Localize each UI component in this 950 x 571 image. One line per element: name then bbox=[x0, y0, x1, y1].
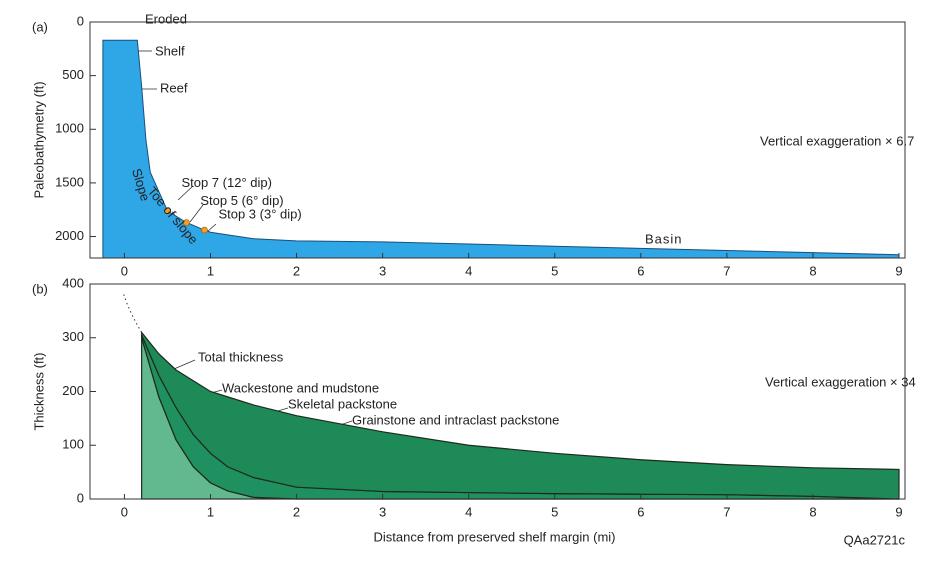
annotation: Shelf bbox=[155, 43, 185, 58]
y-tick-label: 200 bbox=[62, 383, 84, 398]
x-tick-label: 7 bbox=[723, 263, 730, 278]
x-tick-label: 9 bbox=[895, 263, 902, 278]
x-tick-label: 2 bbox=[293, 504, 300, 519]
leader bbox=[206, 223, 217, 233]
x-tick-label: 6 bbox=[637, 263, 644, 278]
x-tick-label: 3 bbox=[379, 263, 386, 278]
x-tick-label: 1 bbox=[207, 263, 214, 278]
y-tick-label: 400 bbox=[62, 275, 84, 290]
stop-marker bbox=[164, 207, 171, 215]
annotation: Total thickness bbox=[198, 349, 284, 364]
annotation: Vertical exaggeration × 6.7 bbox=[760, 133, 914, 148]
x-tick-label: 4 bbox=[465, 504, 472, 519]
stop-label: Stop 3 (3° dip) bbox=[218, 207, 301, 222]
leader bbox=[189, 204, 204, 223]
y-tick-label: 500 bbox=[62, 67, 84, 82]
x-tick-label: 0 bbox=[121, 504, 128, 519]
x-tick-label: 0 bbox=[121, 263, 128, 278]
stop-marker bbox=[183, 219, 190, 226]
x-tick-label: 7 bbox=[723, 504, 730, 519]
stop-label: Stop 5 (6° dip) bbox=[200, 193, 283, 208]
x-tick-label: 8 bbox=[809, 504, 816, 519]
x-axis-label: Distance from preserved shelf margin (mi… bbox=[373, 529, 615, 544]
annotation: QAa2721c bbox=[844, 532, 906, 547]
series-label: Skeletal packstone bbox=[288, 396, 397, 411]
y-tick-label: 300 bbox=[62, 329, 84, 344]
panel-label: (a) bbox=[32, 19, 48, 34]
y-tick-label: 100 bbox=[62, 437, 84, 452]
leader bbox=[177, 185, 194, 201]
panel-label: (b) bbox=[32, 281, 48, 296]
x-tick-label: 8 bbox=[809, 263, 816, 278]
y-tick-label: 1500 bbox=[55, 174, 84, 189]
stop-marker bbox=[201, 226, 208, 234]
y-tick-label: 0 bbox=[77, 13, 84, 28]
y-tick-label: 1000 bbox=[55, 121, 84, 136]
plot-frame bbox=[89, 21, 906, 259]
series-label: Basin bbox=[645, 231, 683, 246]
x-tick-label: 9 bbox=[895, 504, 902, 519]
annotation: Vertical exaggeration × 34 bbox=[765, 374, 916, 389]
stop-label: Stop 7 (12° dip) bbox=[181, 175, 271, 190]
x-tick-label: 5 bbox=[551, 504, 558, 519]
y-axis-label: Thickness (ft) bbox=[31, 352, 46, 430]
x-tick-label: 6 bbox=[637, 504, 644, 519]
y-tick-label: 0 bbox=[77, 490, 84, 505]
y-axis-label: Paleobathymetry (ft) bbox=[31, 81, 46, 198]
x-tick-label: 5 bbox=[551, 263, 558, 278]
series-label: Grainstone and intraclast packstone bbox=[352, 412, 559, 427]
annotation: Reef bbox=[160, 80, 188, 95]
x-tick-label: 2 bbox=[293, 263, 300, 278]
annotation: Eroded bbox=[145, 11, 187, 26]
x-tick-label: 3 bbox=[379, 504, 386, 519]
x-tick-label: 4 bbox=[465, 263, 472, 278]
y-tick-label: 2000 bbox=[55, 228, 84, 243]
x-tick-label: 1 bbox=[207, 504, 214, 519]
area bbox=[102, 39, 900, 259]
series-label: Wackestone and mudstone bbox=[222, 380, 379, 395]
